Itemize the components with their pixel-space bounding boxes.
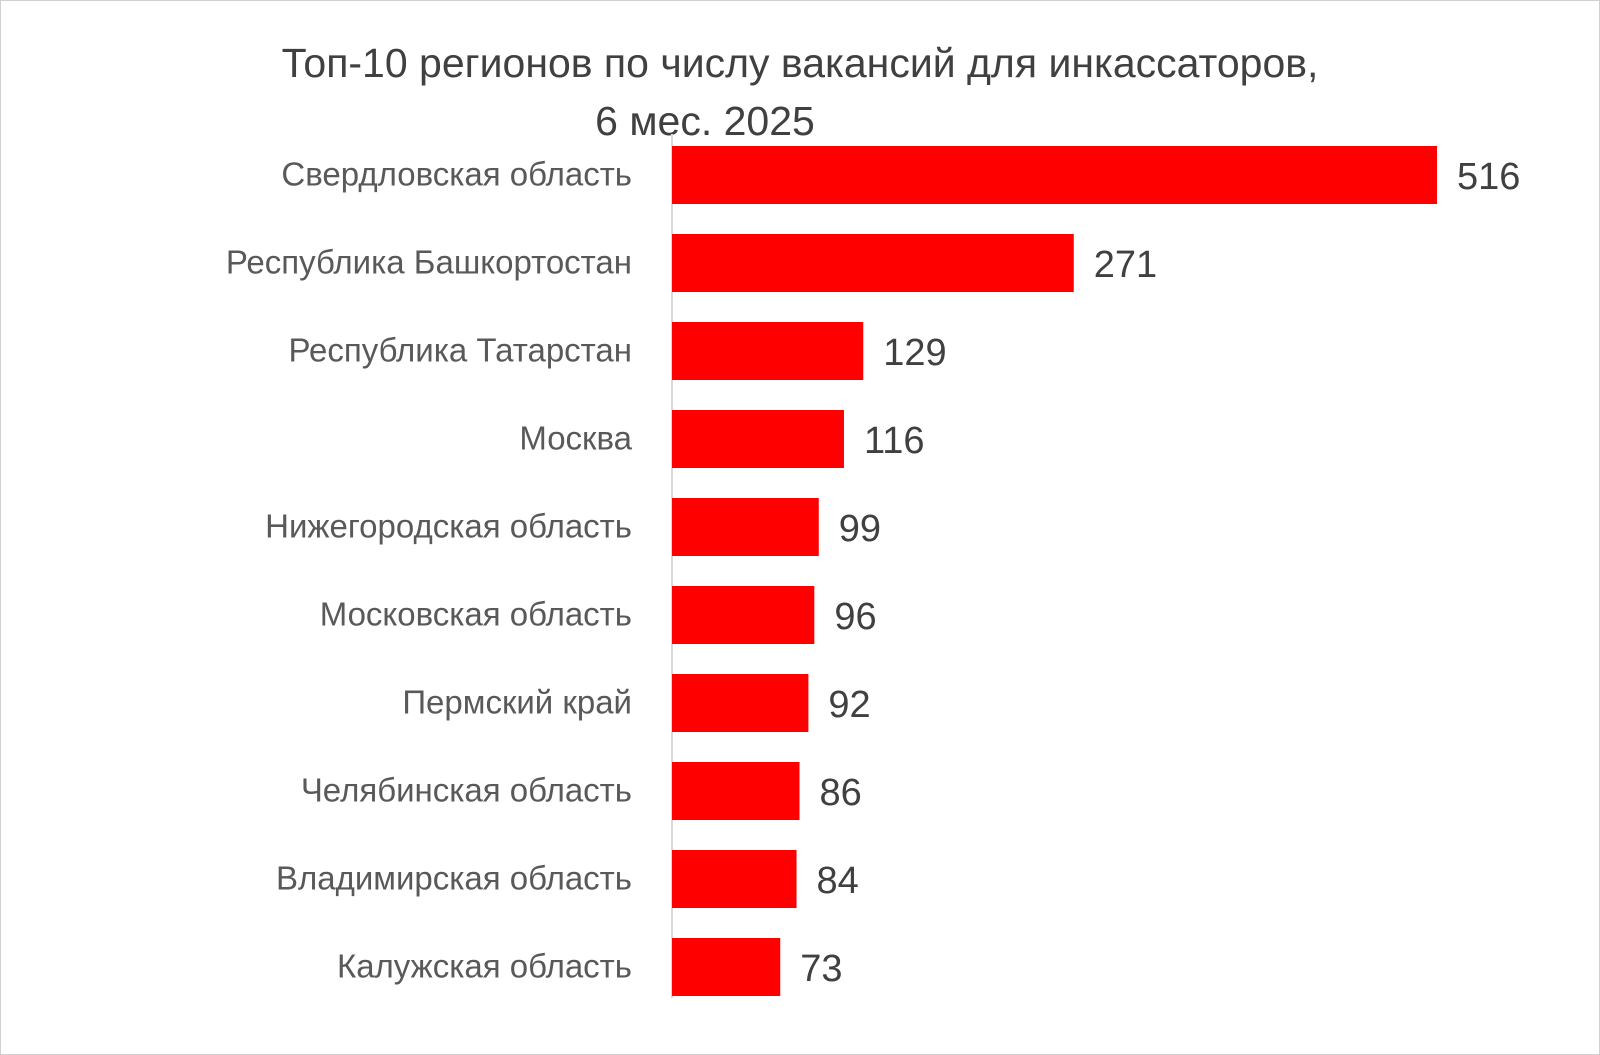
category-label-10: Калужская область [337, 948, 632, 985]
bar-3 [672, 322, 864, 380]
category-label-3: Республика Татарстан [288, 332, 632, 369]
bar-6 [672, 586, 815, 644]
value-label-8: 86 [820, 772, 862, 814]
value-label-9: 84 [817, 860, 859, 902]
value-label-2: 271 [1094, 244, 1157, 286]
bars-group: Свердловская область 516 Республика Башкор… [226, 146, 1520, 996]
category-label-4: Москва [519, 420, 632, 457]
category-label-2: Республика Башкортостан [226, 244, 632, 281]
bar-7 [672, 674, 809, 732]
category-label-8: Челябинская область [301, 772, 632, 809]
bar-1 [672, 146, 1437, 204]
category-label-6: Московская область [320, 596, 632, 633]
value-label-1: 516 [1457, 156, 1520, 198]
bar-8 [672, 762, 800, 820]
category-label-9: Владимирская область [276, 860, 632, 897]
chart-title-line2: 6 мес. 2025 [595, 98, 815, 144]
value-label-6: 96 [834, 596, 876, 638]
bar-5 [672, 498, 819, 556]
value-label-7: 92 [828, 684, 870, 726]
value-label-5: 99 [839, 508, 881, 550]
bar-9 [672, 850, 797, 908]
value-label-4: 116 [864, 420, 925, 462]
category-label-1: Свердловская область [281, 156, 632, 193]
value-label-3: 129 [883, 332, 946, 374]
chart-title-line1: Топ-10 регионов по числу вакансий для ин… [281, 40, 1319, 86]
category-label-5: Нижегородская область [265, 508, 632, 545]
category-label-7: Пермский край [402, 684, 632, 721]
chart-title: Топ-10 регионов по числу вакансий для ин… [0, 34, 1600, 150]
bar-10 [672, 938, 781, 996]
value-label-10: 73 [800, 948, 842, 990]
bar-2 [672, 234, 1074, 292]
bar-4 [672, 410, 844, 468]
